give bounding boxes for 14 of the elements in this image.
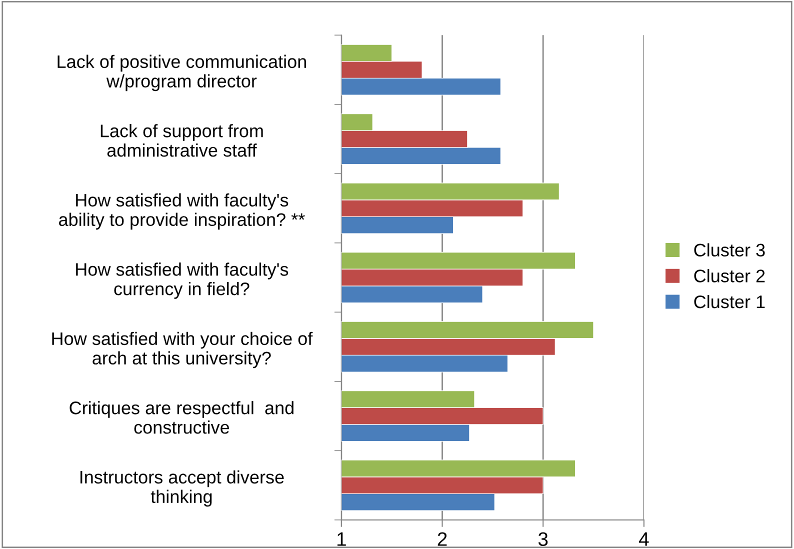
y-tick-label: How satisfied with faculty's ability to provide inspiration? ** <box>59 193 305 230</box>
y-tick-label: Lack of positive communication w/program director <box>58 54 306 92</box>
legend-label: Cluster 1 <box>694 294 765 308</box>
y-tick-label: Critiques are respectful and constructive <box>70 401 294 434</box>
x-tick-label: 1 <box>337 532 346 546</box>
y-tick-label: Lack of support from administrative staff <box>100 124 263 157</box>
y-tick-label: Instructors accept diverse thinking <box>80 470 284 507</box>
x-tick-label: 3 <box>538 532 548 546</box>
x-tick-label: 2 <box>438 532 447 546</box>
legend-label: Cluster 2 <box>694 269 765 282</box>
x-tick-label: 4 <box>638 532 649 546</box>
y-tick-label: How satisfied with faculty's currency in field? <box>76 262 288 299</box>
y-tick-label: How satisfied with your choice of arch at this university? <box>52 332 313 368</box>
legend-label: Cluster 3 <box>694 243 765 257</box>
